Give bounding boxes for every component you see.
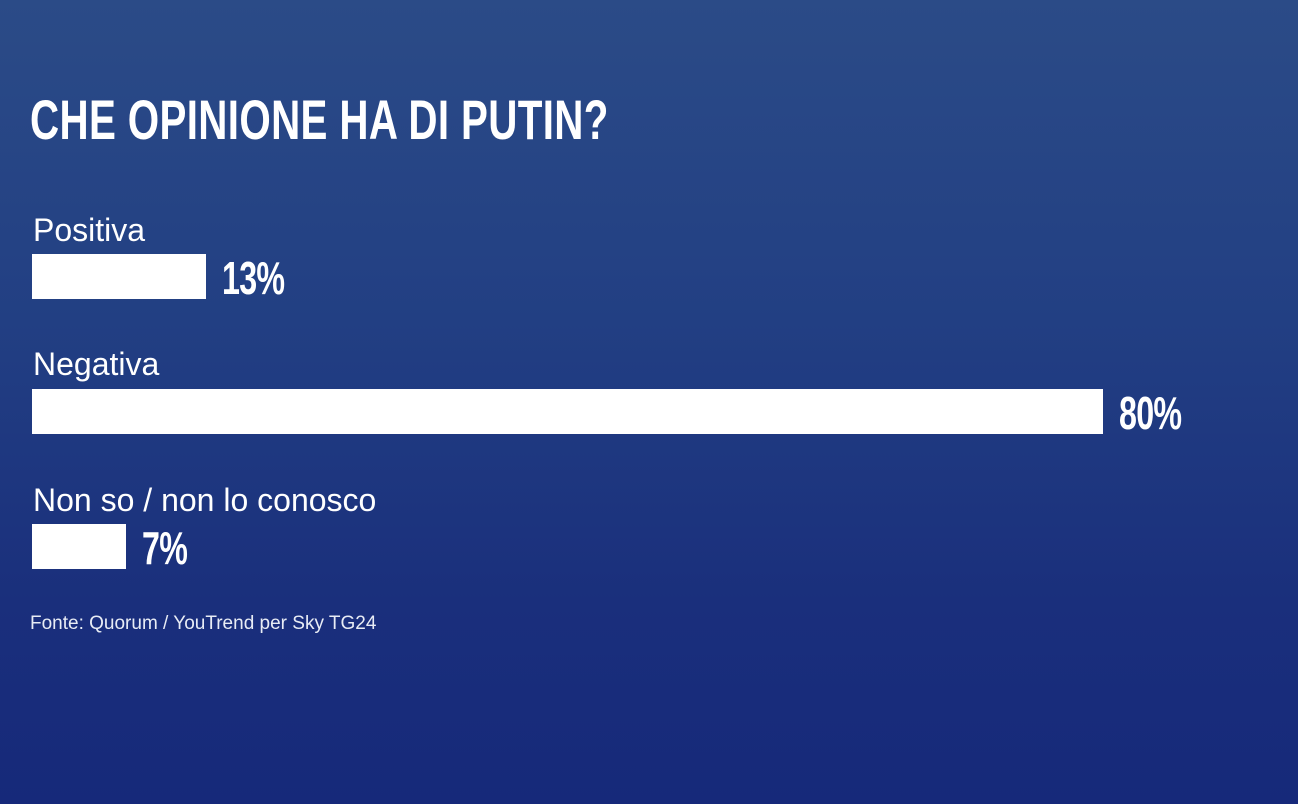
value-label: 7% bbox=[141, 522, 188, 574]
category-label: Positiva bbox=[33, 212, 146, 248]
chart-title: CHE OPINIONE HA DI PUTIN? bbox=[30, 88, 609, 151]
source-note: Fonte: Quorum / YouTrend per Sky TG24 bbox=[30, 613, 377, 634]
value-label: 13% bbox=[222, 252, 285, 304]
category-label: Negativa bbox=[33, 346, 160, 382]
bar bbox=[32, 254, 207, 299]
value-label: 80% bbox=[1119, 387, 1182, 439]
category-label: Non so / non lo conosco bbox=[33, 482, 377, 518]
bar bbox=[32, 389, 1104, 434]
bar bbox=[32, 524, 126, 569]
